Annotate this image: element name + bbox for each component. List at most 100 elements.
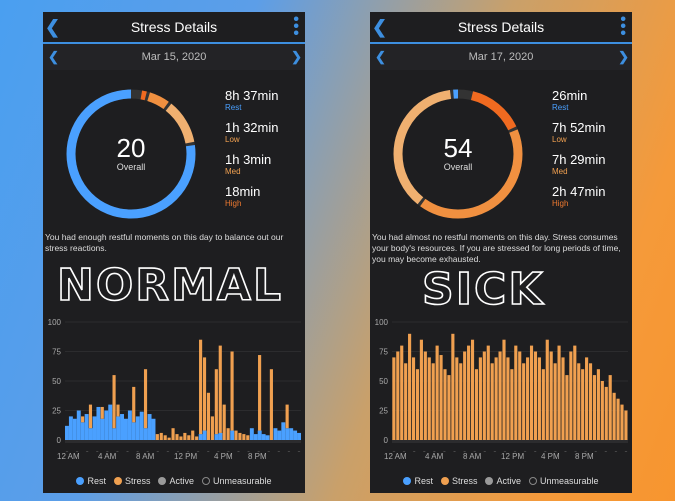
stress-bar (116, 404, 120, 417)
stress-bar (408, 333, 412, 440)
stress-bar (569, 351, 573, 440)
hour-dot (136, 451, 139, 452)
y-tick-label: 0 (384, 436, 389, 445)
rest-bar (198, 434, 203, 440)
stress-bar (199, 339, 203, 435)
rest-bar (120, 414, 124, 440)
back-arrow-icon[interactable]: ❮ (45, 17, 61, 37)
hour-dot (493, 451, 497, 452)
rest-bar (92, 416, 97, 440)
stress-bar (608, 375, 612, 440)
next-day-icon[interactable]: ❯ (291, 49, 302, 64)
hour-dot (277, 451, 281, 452)
stat-rest: 8h 37min Rest (225, 88, 279, 112)
stress-bar (230, 351, 234, 431)
time-label: 4 AM (425, 452, 444, 461)
stress-bar (490, 363, 494, 440)
legend-active: Active (485, 476, 521, 486)
y-tick-label: 0 (57, 436, 62, 445)
stress-bar (588, 363, 593, 440)
hour-dot (624, 451, 628, 452)
rest-bar (214, 434, 219, 440)
rest-bar (104, 410, 109, 440)
rest-bar (72, 418, 77, 440)
rest-bar (297, 432, 301, 440)
stress-bar (415, 369, 420, 440)
y-tick-label: 75 (379, 348, 388, 357)
hour-dot (423, 451, 426, 452)
stress-bar (510, 369, 514, 440)
hour-dot (287, 451, 291, 452)
stress-bar (400, 345, 404, 440)
stress-bar (553, 363, 557, 440)
y-tick-label: 25 (52, 407, 61, 416)
stress-bar (565, 375, 569, 440)
hour-dot (604, 451, 608, 452)
stress-bar (514, 345, 518, 440)
stat-high: 2h 47min High (552, 184, 606, 208)
stress-bar (210, 416, 214, 440)
legend-rest: Rest (403, 476, 433, 486)
hour-dot (96, 451, 99, 452)
hour-dot (186, 451, 190, 452)
stress-bar (285, 404, 289, 429)
more-menu-icon[interactable]: • • • (620, 12, 626, 42)
overall-score: 20 Overall (61, 134, 201, 172)
rest-bar (84, 414, 89, 440)
time-label: 4 AM (98, 452, 117, 461)
stress-bar (112, 375, 116, 429)
hour-dot (116, 451, 119, 452)
more-menu-icon[interactable]: • • • (293, 12, 299, 42)
stress-bar (522, 363, 526, 440)
ring-segment-low (393, 89, 523, 219)
rest-bar (257, 430, 262, 440)
stress-bar (470, 339, 475, 440)
stress-bar (561, 357, 565, 440)
stress-bar (537, 357, 541, 440)
next-day-icon[interactable]: ❯ (618, 49, 629, 64)
overall-score: 54 Overall (388, 134, 528, 172)
time-label: 12 PM (501, 452, 525, 461)
back-arrow-icon[interactable]: ❮ (372, 17, 388, 37)
stress-bar (447, 375, 451, 440)
stress-bar (427, 357, 431, 440)
active-dot-icon (158, 477, 167, 485)
rest-bar (147, 414, 152, 440)
hour-dot (564, 451, 567, 452)
hour-dot (433, 451, 436, 452)
stress-bar (482, 351, 486, 440)
y-tick-label: 50 (379, 377, 388, 386)
stress-bar (624, 410, 628, 440)
time-label: 8 PM (575, 452, 594, 461)
ring-segment-med (393, 89, 523, 219)
hour-dot (297, 451, 301, 452)
hour-dot (554, 451, 557, 452)
stress-bar (88, 404, 93, 429)
active-dot-icon (485, 477, 494, 485)
legend-rest: Rest (76, 476, 106, 486)
hour-dot (584, 451, 587, 452)
score-value: 20 (116, 133, 146, 163)
rest-bar (116, 416, 121, 440)
prev-day-icon[interactable]: ❮ (48, 49, 59, 64)
prev-day-icon[interactable]: ❮ (375, 49, 386, 64)
date-navigator: ❮ Mar 17, 2020 ❯ (370, 44, 632, 70)
activity-track (65, 440, 301, 443)
legend-stress: Stress (440, 476, 477, 486)
stress-bar (81, 416, 85, 423)
stress-bar (191, 430, 195, 440)
activity-track (392, 440, 628, 443)
stress-bar (577, 363, 581, 440)
stress-bar (238, 432, 242, 440)
stats-list: 26min Rest 7h 52min Low 7h 29min Med 2h 47m… (552, 88, 605, 216)
stat-rest: 26min Rest (552, 88, 588, 112)
overlay-caption: SICK (421, 263, 545, 316)
stress-bar (439, 355, 443, 440)
rest-bar (230, 430, 235, 440)
stress-bar (155, 434, 159, 440)
y-tick-label: 50 (52, 377, 61, 386)
overlay-caption: NORMAL (56, 259, 283, 312)
time-label: 12 AM (384, 452, 407, 461)
chart-legend: Rest Stress Active Unmeasurable (370, 476, 632, 486)
stress-bar (533, 351, 538, 440)
